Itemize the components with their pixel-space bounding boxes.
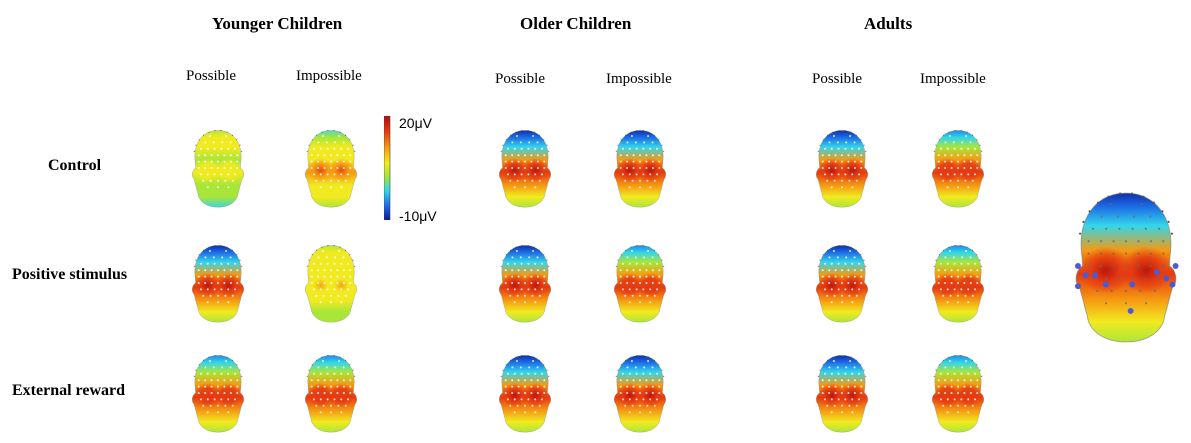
head-map [305,355,357,433]
head-map [614,355,666,433]
group-title-younger-children: Younger Children [212,14,343,33]
head-map [192,245,244,323]
head-map [614,130,666,208]
group-title-adults: Adults [864,14,913,33]
condition-label-older-possible: Possible [495,71,546,87]
head-map [192,355,244,433]
head-map [816,355,868,433]
head-map [932,130,984,208]
head-map [816,245,868,323]
head-map [192,130,244,208]
condition-label-adults-possible: Possible [812,71,863,87]
head-map [499,355,551,433]
head-map [932,245,984,323]
condition-label-older-impossible: Impossible [606,71,672,87]
head-map [816,130,868,208]
colorbar [384,116,391,220]
row-label-external-reward: External reward [12,382,126,399]
condition-label-adults-impossible: Impossible [920,71,986,87]
head-map [305,245,357,323]
head-map [932,355,984,433]
colorbar-max-label: 20μV [399,115,432,131]
condition-label-younger-possible: Possible [186,68,237,84]
condition-label-younger-impossible: Impossible [296,68,362,84]
reference-head-roi-map [1075,192,1179,343]
head-map [499,130,551,208]
head-map [614,245,666,323]
colorbar-min-label: -10μV [399,208,437,224]
group-title-older-children: Older Children [520,14,632,33]
head-map [305,130,357,208]
row-label-control: Control [48,157,102,174]
row-label-positive-stimulus: Positive stimulus [12,266,128,283]
head-map [499,245,551,323]
